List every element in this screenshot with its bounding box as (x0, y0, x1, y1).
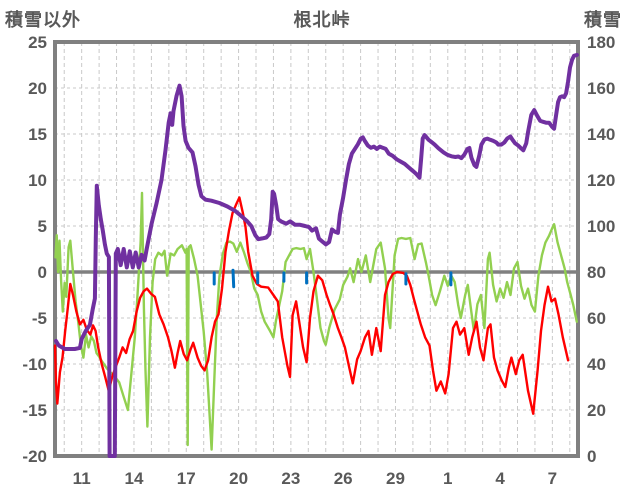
left-axis-tick-label: -20 (22, 447, 47, 466)
right-axis-title: 積雪 (584, 10, 622, 30)
left-axis-tick-label: -15 (22, 401, 47, 420)
red-temperature-line (53, 196, 570, 415)
right-axis-tick-label: 100 (587, 217, 615, 236)
right-axis-tick-label: 180 (587, 33, 615, 52)
x-axis-tick-label: 7 (548, 469, 557, 488)
plot-border (53, 40, 580, 458)
left-axis-tick-label: 5 (38, 217, 47, 236)
x-axis-tick-label: 26 (334, 469, 353, 488)
blue-near-zero-dashes (231, 268, 236, 289)
right-axis-tick-label: 120 (587, 171, 615, 190)
right-axis-tick-label: 160 (587, 79, 615, 98)
left-axis-tick-label: 25 (28, 33, 47, 52)
right-axis-tick-label: 140 (587, 125, 615, 144)
x-axis-tick-label: 17 (177, 469, 196, 488)
left-axis-tick-label: 0 (38, 263, 47, 282)
left-axis-tick-label: 10 (28, 171, 47, 190)
left-axis-tick-label: -10 (22, 355, 47, 374)
right-axis-tick-label: 40 (587, 355, 606, 374)
left-axis-title: 積雪以外 (5, 10, 81, 30)
x-axis-tick-label: 1 (443, 469, 452, 488)
left-axis-tick-label: 15 (28, 125, 47, 144)
right-axis-tick-label: 0 (587, 447, 596, 466)
snow-depth-line (54, 52, 579, 458)
right-axis-tick-label: 80 (587, 263, 606, 282)
left-axis-tick-label: 20 (28, 79, 47, 98)
x-axis-tick-label: 11 (73, 469, 91, 488)
x-axis-tick-label: 14 (125, 469, 144, 488)
chart-title: 根北峠 (293, 10, 351, 30)
right-axis-tick-label: 60 (587, 309, 606, 328)
right-axis-tick-label: 20 (587, 401, 606, 420)
x-axis-tick-label: 20 (229, 469, 248, 488)
green-temperature-line (54, 191, 578, 451)
x-axis-tick-label: 4 (495, 469, 505, 488)
x-axis-tick-label: 23 (281, 469, 300, 488)
left-axis-tick-label: -5 (32, 309, 47, 328)
x-axis-tick-label: 29 (386, 469, 405, 488)
